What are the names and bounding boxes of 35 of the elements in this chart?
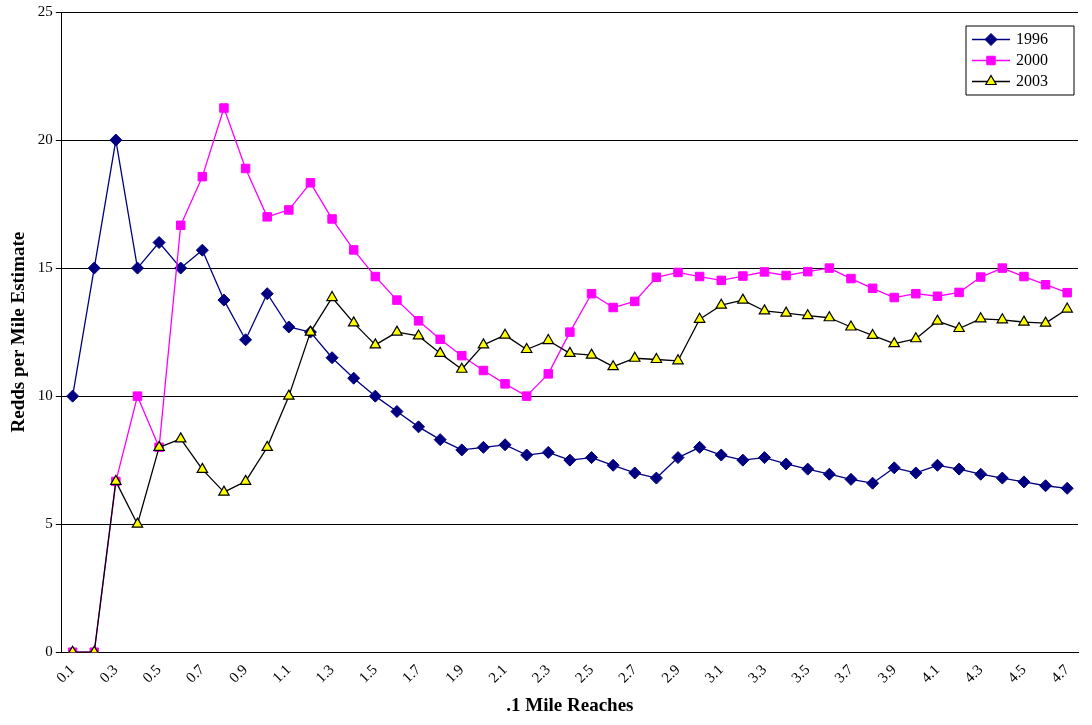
legend-label: 2003 [1016, 71, 1048, 89]
y-tick-label: 10 [37, 387, 53, 404]
x-tick-label: 4.3 [961, 661, 986, 686]
x-axis-title: .1 Mile Reaches [506, 693, 634, 715]
x-tick-label: 0.3 [96, 661, 121, 686]
x-tick-label: 4.7 [1047, 660, 1073, 686]
legend-label: 2000 [1016, 50, 1048, 68]
x-tick-label: 1.1 [269, 661, 294, 686]
x-tick-label: 0.5 [139, 661, 164, 686]
x-tick-label: 3.9 [874, 661, 900, 686]
y-tick-label: 25 [37, 2, 53, 19]
x-tick-label: 0.9 [225, 661, 251, 686]
x-tick-label: 3.3 [744, 661, 770, 686]
x-tick-label: 4.5 [1004, 661, 1029, 686]
x-tick-label: 3.5 [788, 661, 813, 686]
x-tick-label: 3.1 [701, 661, 727, 686]
x-tick-label: 1.3 [312, 661, 337, 686]
y-tick-label: 15 [37, 259, 53, 276]
x-tick-label: 2.9 [658, 661, 683, 686]
x-tick-label: 2.3 [528, 661, 554, 686]
x-tick-label: 2.1 [485, 661, 510, 686]
x-tick-label: 2.5 [571, 661, 597, 686]
x-tick-label: 1.7 [398, 660, 424, 686]
y-axis-title: Redds per Mile Estimate [7, 231, 29, 433]
x-tick-label: 4.1 [917, 661, 943, 686]
y-tick-label: 20 [37, 130, 53, 147]
y-tick-label: 5 [45, 515, 53, 532]
y-tick-label: 0 [45, 643, 53, 660]
x-tick-label: 1.9 [442, 661, 467, 686]
x-tick-label: 1.5 [355, 661, 381, 686]
x-tick-label: 0.1 [52, 661, 78, 686]
x-tick-label: 2.7 [615, 660, 641, 686]
x-tick-label: 0.7 [182, 660, 208, 686]
legend-label: 1996 [1016, 29, 1048, 47]
x-tick-label: 3.7 [831, 660, 857, 686]
